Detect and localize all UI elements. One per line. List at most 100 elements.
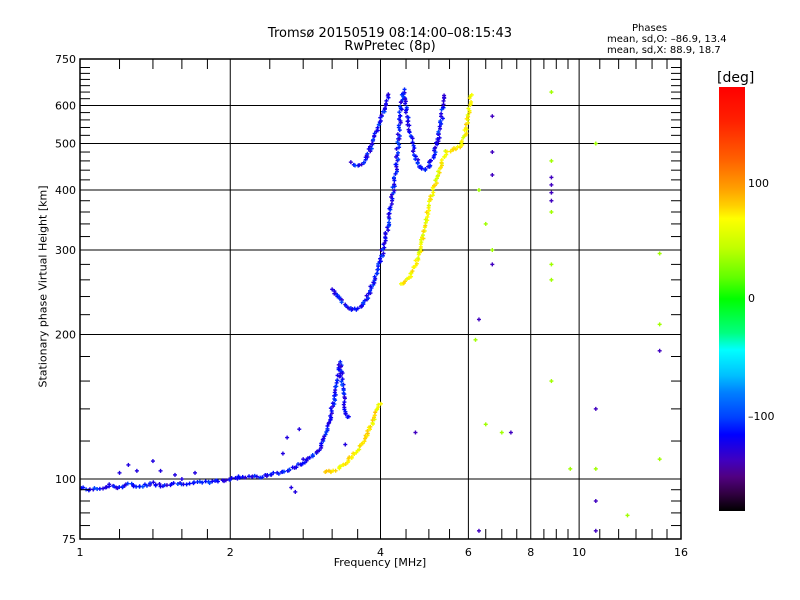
echo-point xyxy=(490,262,495,267)
echo-point xyxy=(441,102,446,107)
echo-point xyxy=(459,139,464,144)
colorbar-tick-0: 0 xyxy=(748,292,755,305)
echo-point xyxy=(593,498,598,503)
echo-point xyxy=(346,414,351,419)
echo-point xyxy=(424,210,429,215)
echo-point xyxy=(367,144,372,149)
echo-point xyxy=(337,296,342,301)
echo-point xyxy=(358,443,363,448)
echo-point xyxy=(436,139,441,144)
chart-title-line2: RwPretec (8p) xyxy=(344,39,436,54)
echo-point xyxy=(397,128,402,133)
echo-point xyxy=(428,194,433,199)
echo-point xyxy=(442,155,447,160)
echo-point xyxy=(287,467,292,472)
echo-point xyxy=(657,348,662,353)
echo-point xyxy=(499,430,504,435)
echo-point xyxy=(423,167,428,172)
echo-point xyxy=(415,161,420,166)
echo-point xyxy=(339,300,344,305)
echo-point xyxy=(407,123,412,128)
echo-point xyxy=(276,471,281,476)
echo-point xyxy=(453,147,458,152)
echo-point xyxy=(401,92,406,97)
echo-point xyxy=(549,175,554,180)
echo-point xyxy=(382,241,387,246)
echo-point xyxy=(444,152,449,157)
y-tick-label: 750 xyxy=(55,53,76,66)
echo-point xyxy=(568,466,573,471)
y-tick-label: 75 xyxy=(62,533,76,546)
echo-point xyxy=(333,388,338,393)
echo-point xyxy=(458,145,463,150)
echo-point xyxy=(372,274,377,279)
echo-point xyxy=(144,483,149,488)
echo-point xyxy=(402,87,407,92)
echo-point xyxy=(361,300,366,305)
echo-point xyxy=(657,457,662,462)
echo-point xyxy=(126,462,131,467)
echo-point xyxy=(357,447,362,452)
echo-point xyxy=(169,482,174,487)
echo-point xyxy=(294,465,299,470)
echo-point xyxy=(297,427,302,432)
echo-point xyxy=(172,472,177,477)
echo-point xyxy=(187,481,192,486)
echo-point xyxy=(285,435,290,440)
echo-point xyxy=(549,379,554,384)
echo-point xyxy=(378,259,383,264)
x-tick-label: 10 xyxy=(572,546,586,559)
echo-point xyxy=(184,482,189,487)
echo-point xyxy=(342,407,347,412)
echo-point xyxy=(252,473,257,478)
echo-point xyxy=(396,157,401,162)
colorbar-title: [deg] xyxy=(717,70,755,86)
echo-point xyxy=(403,101,408,106)
y-tick-label: 600 xyxy=(55,100,76,113)
plot-frame xyxy=(79,58,682,540)
echo-point xyxy=(368,424,373,429)
echo-point xyxy=(398,113,403,118)
echo-point xyxy=(403,279,408,284)
echo-point xyxy=(328,406,333,411)
echo-point xyxy=(340,382,345,387)
echo-point xyxy=(393,162,398,167)
echo-point xyxy=(340,371,345,376)
echo-point xyxy=(657,251,662,256)
echo-point xyxy=(260,475,265,480)
colorbar-tick-minus100: –100 xyxy=(748,410,775,423)
x-tick-label: 6 xyxy=(465,546,472,559)
echo-point xyxy=(376,261,381,266)
x-tick-label: 8 xyxy=(527,546,534,559)
echo-point xyxy=(339,379,344,384)
echo-point xyxy=(117,470,122,475)
echo-point xyxy=(360,441,365,446)
echo-point xyxy=(342,396,347,401)
echo-point xyxy=(438,165,443,170)
echo-point xyxy=(134,484,139,489)
data-points xyxy=(79,87,662,533)
phase-colorbar xyxy=(719,87,745,511)
echo-point xyxy=(307,455,312,460)
echo-point xyxy=(549,277,554,282)
echo-point xyxy=(81,485,86,490)
echo-point xyxy=(386,228,391,233)
echo-point xyxy=(381,251,386,256)
echo-point xyxy=(300,461,305,466)
echo-point xyxy=(310,454,315,459)
echo-point xyxy=(395,132,400,137)
echo-point xyxy=(416,256,421,261)
echo-point xyxy=(439,157,444,162)
chart-title-line1: Tromsø 20150519 08:14:00–08:15:43 xyxy=(267,26,513,41)
echo-point xyxy=(439,111,444,116)
echo-point xyxy=(392,182,397,187)
echo-point xyxy=(412,146,417,151)
x-axis-label: Frequency [MHz] xyxy=(333,556,427,569)
echo-point xyxy=(368,288,373,293)
echo-point xyxy=(399,99,404,104)
echo-point xyxy=(335,378,340,383)
echo-point xyxy=(392,188,397,193)
echo-point xyxy=(397,110,402,115)
echo-point xyxy=(549,158,554,163)
echo-point xyxy=(362,298,367,303)
